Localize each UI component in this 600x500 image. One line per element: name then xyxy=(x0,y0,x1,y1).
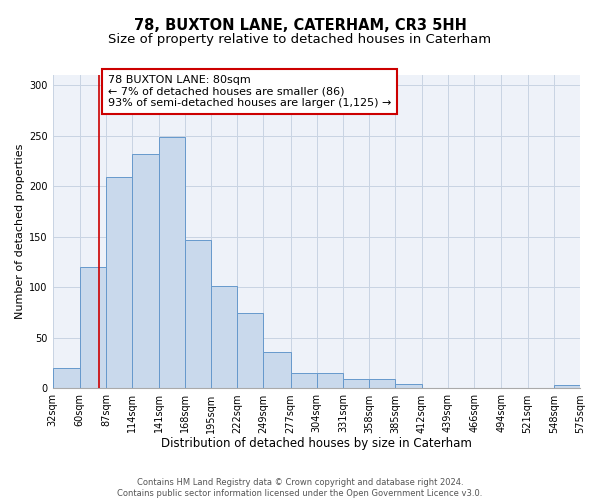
Text: 78, BUXTON LANE, CATERHAM, CR3 5HH: 78, BUXTON LANE, CATERHAM, CR3 5HH xyxy=(134,18,466,32)
Bar xyxy=(80,267,106,388)
Bar xyxy=(369,380,395,388)
Text: Contains HM Land Registry data © Crown copyright and database right 2024.
Contai: Contains HM Land Registry data © Crown c… xyxy=(118,478,482,498)
Bar xyxy=(343,380,369,388)
Bar xyxy=(554,386,580,388)
Bar xyxy=(158,136,185,388)
Bar xyxy=(106,177,132,388)
Bar xyxy=(317,374,343,388)
Bar xyxy=(290,374,317,388)
Text: Size of property relative to detached houses in Caterham: Size of property relative to detached ho… xyxy=(109,32,491,46)
Bar xyxy=(211,286,237,388)
Bar xyxy=(263,352,290,389)
X-axis label: Distribution of detached houses by size in Caterham: Distribution of detached houses by size … xyxy=(161,437,472,450)
Bar xyxy=(53,368,80,388)
Text: 78 BUXTON LANE: 80sqm
← 7% of detached houses are smaller (86)
93% of semi-detac: 78 BUXTON LANE: 80sqm ← 7% of detached h… xyxy=(108,75,391,108)
Bar xyxy=(395,384,422,388)
Bar xyxy=(132,154,158,388)
Y-axis label: Number of detached properties: Number of detached properties xyxy=(15,144,25,320)
Bar xyxy=(185,240,211,388)
Bar xyxy=(237,312,263,388)
